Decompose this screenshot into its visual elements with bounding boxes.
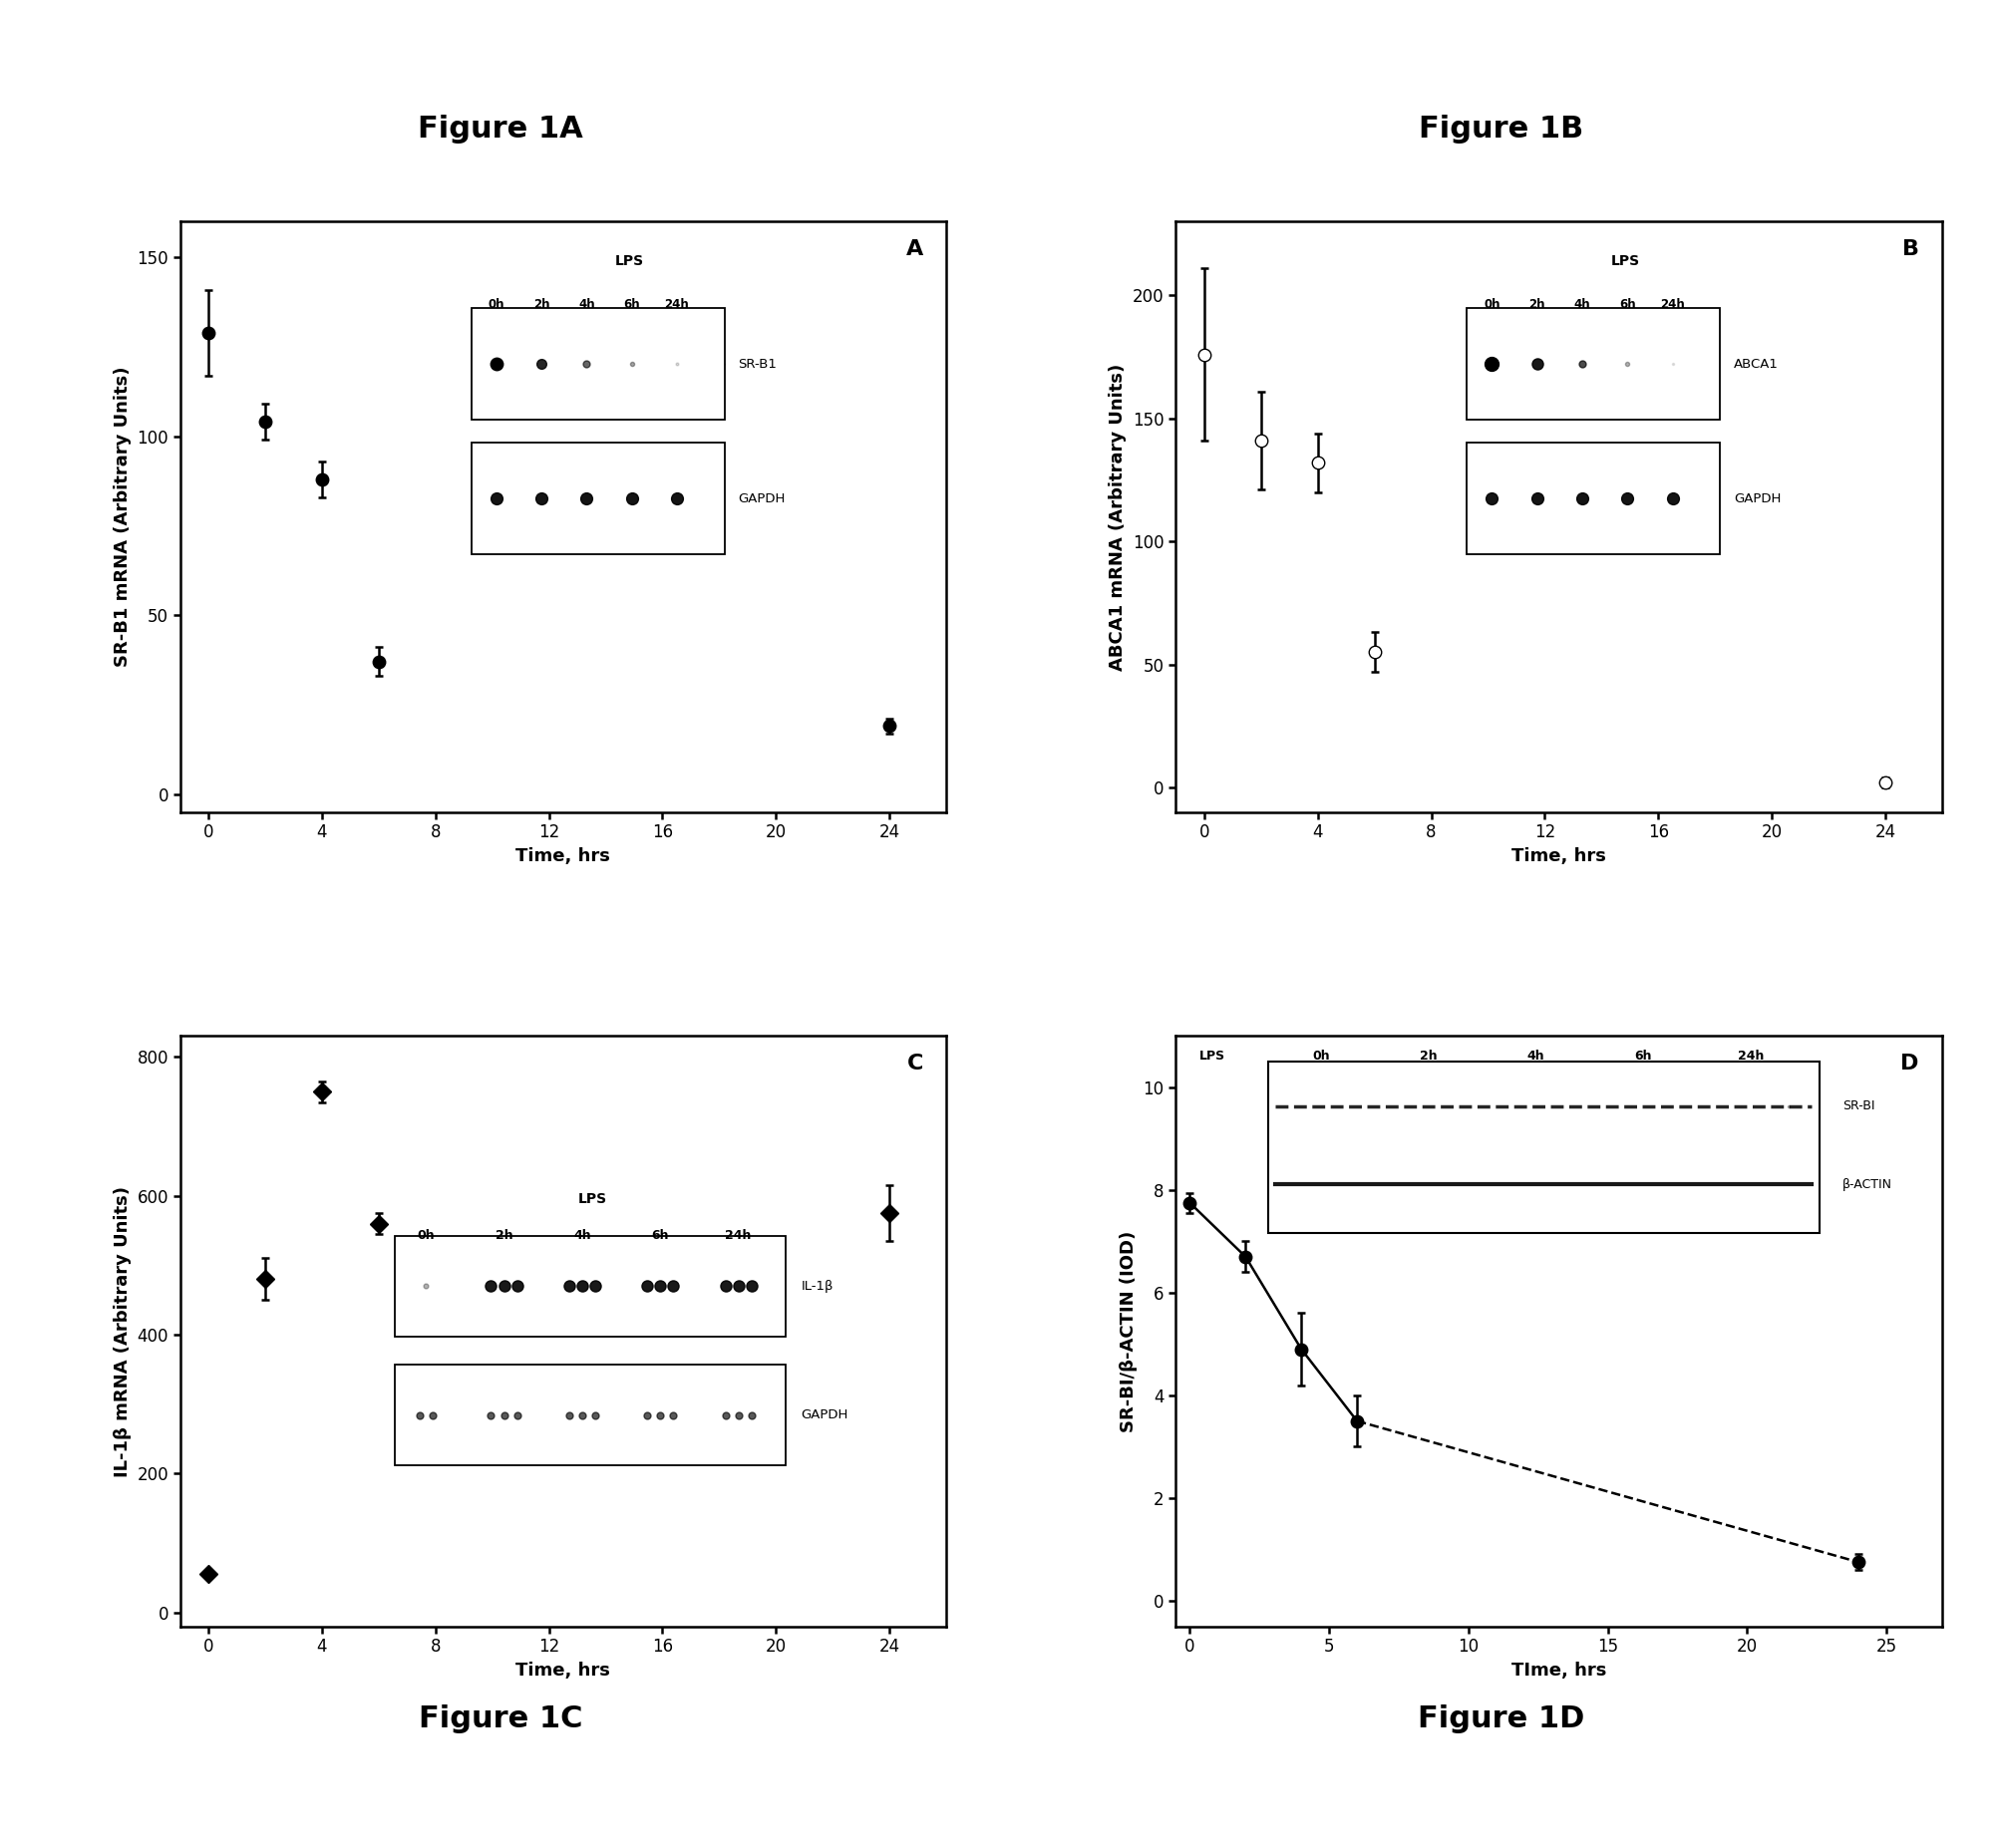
X-axis label: TIme, hrs: TIme, hrs: [1511, 1661, 1605, 1680]
Text: B: B: [1901, 240, 1919, 259]
Text: Figure 1C: Figure 1C: [418, 1704, 582, 1733]
Text: Figure 1D: Figure 1D: [1417, 1704, 1585, 1733]
Y-axis label: ABCA1 mRNA (Arbitrary Units): ABCA1 mRNA (Arbitrary Units): [1109, 364, 1127, 671]
Text: Figure 1B: Figure 1B: [1419, 115, 1583, 144]
Text: D: D: [1899, 1053, 1919, 1074]
X-axis label: Time, hrs: Time, hrs: [516, 846, 610, 865]
Text: C: C: [906, 1053, 922, 1074]
X-axis label: Time, hrs: Time, hrs: [1511, 846, 1605, 865]
Text: Figure 1A: Figure 1A: [418, 115, 582, 144]
Text: A: A: [906, 240, 922, 259]
X-axis label: Time, hrs: Time, hrs: [516, 1661, 610, 1680]
Y-axis label: SR-BI/β-ACTIN (IOD): SR-BI/β-ACTIN (IOD): [1119, 1231, 1137, 1432]
Y-axis label: IL-1β mRNA (Arbitrary Units): IL-1β mRNA (Arbitrary Units): [114, 1186, 132, 1477]
Y-axis label: SR-B1 mRNA (Arbitrary Units): SR-B1 mRNA (Arbitrary Units): [114, 366, 132, 667]
